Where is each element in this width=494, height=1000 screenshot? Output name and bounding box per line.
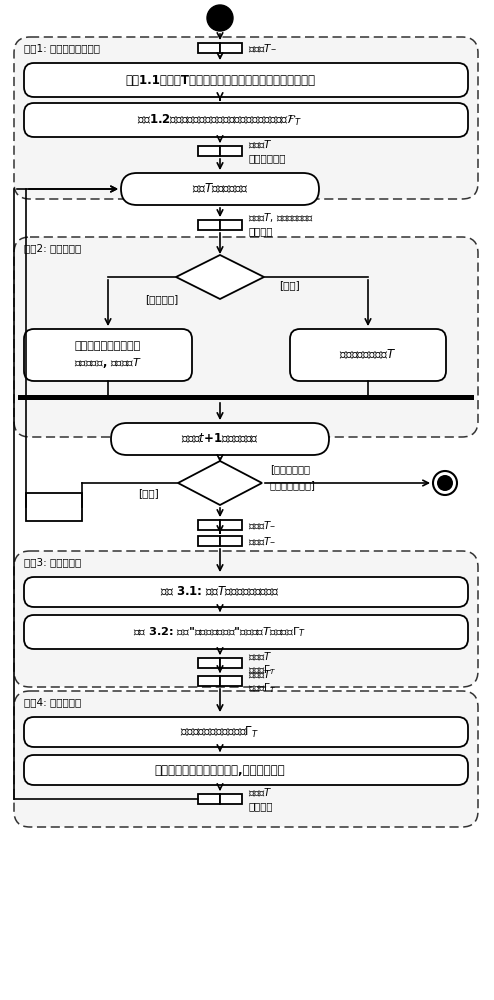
Bar: [220, 520, 242, 530]
Text: 决策表$T$–: 决策表$T$–: [248, 42, 277, 54]
Text: [首次修改]: [首次修改]: [145, 294, 179, 304]
Bar: [198, 520, 220, 530]
Text: 判断$T$是否首次修改: 判断$T$是否首次修改: [192, 182, 248, 196]
Text: 决策表$T$: 决策表$T$: [248, 650, 272, 662]
FancyBboxPatch shape: [24, 103, 468, 137]
Text: 根据决策频率修改$T$: 根据决策频率修改$T$: [339, 348, 397, 362]
FancyBboxPatch shape: [111, 423, 329, 455]
FancyBboxPatch shape: [290, 329, 446, 381]
Text: 步骤 3.2: 基于"决策树选择标准"生成基于$T$的决策树$\mathit{\Gamma}_T$: 步骤 3.2: 基于"决策树选择标准"生成基于$T$的决策树$\mathit{\…: [133, 625, 307, 639]
Text: 根据帕累托最优值计算: 根据帕累托最优值计算: [75, 341, 141, 351]
Text: [计算结果小于: [计算结果小于: [270, 464, 310, 474]
Text: 在信息系统中应用决策树$\mathit{\Gamma}_T$: 在信息系统中应用决策树$\mathit{\Gamma}_T$: [180, 724, 259, 740]
Text: 步骤4: 应用决策树: 步骤4: 应用决策树: [24, 697, 81, 707]
FancyBboxPatch shape: [24, 755, 468, 785]
Circle shape: [433, 471, 457, 495]
Bar: [198, 658, 220, 668]
Text: 步骤1.2：从图的终结点开始，以逐级向上的方式计算$\mathcal{F}_T$: 步骤1.2：从图的终结点开始，以逐级向上的方式计算$\mathcal{F}_T$: [137, 112, 303, 128]
Bar: [220, 43, 242, 53]
Bar: [18, 395, 474, 400]
FancyBboxPatch shape: [24, 577, 468, 607]
Bar: [198, 536, 220, 546]
Text: 决策树$\mathit{\Gamma}_T$: 决策树$\mathit{\Gamma}_T$: [248, 681, 276, 695]
Bar: [198, 146, 220, 156]
Text: 计算第$t$+1次决策变化率: 计算第$t$+1次决策变化率: [181, 432, 259, 446]
Bar: [198, 43, 220, 53]
Text: [否则]: [否则]: [138, 488, 159, 498]
Bar: [220, 658, 242, 668]
Text: 帕累托最优值: 帕累托最优值: [248, 153, 286, 163]
FancyBboxPatch shape: [24, 63, 468, 97]
Bar: [220, 676, 242, 686]
Bar: [220, 220, 242, 230]
FancyBboxPatch shape: [14, 37, 478, 199]
Text: 决策表$T$: 决策表$T$: [248, 138, 273, 150]
Text: 步骤1: 求解帕累托最优值: 步骤1: 求解帕累托最优值: [24, 43, 100, 53]
Bar: [26, 493, 82, 521]
Text: 决策表$T$–: 决策表$T$–: [248, 519, 276, 531]
FancyBboxPatch shape: [14, 237, 478, 437]
Bar: [198, 794, 220, 804]
FancyBboxPatch shape: [14, 551, 478, 687]
Bar: [198, 676, 220, 686]
Text: 决策频率: 决策频率: [248, 801, 273, 811]
FancyBboxPatch shape: [14, 691, 478, 827]
Text: 决策频率: 决策频率: [248, 226, 273, 236]
Text: [否则]: [否则]: [280, 280, 300, 290]
FancyBboxPatch shape: [24, 717, 468, 747]
FancyBboxPatch shape: [121, 173, 319, 205]
Text: 步骤3: 构造决策树: 步骤3: 构造决策树: [24, 557, 81, 567]
Circle shape: [207, 5, 233, 31]
Polygon shape: [178, 461, 262, 505]
Text: 决策表$T$, 帕累托最优值、: 决策表$T$, 帕累托最优值、: [248, 211, 314, 224]
FancyBboxPatch shape: [24, 615, 468, 649]
Bar: [220, 794, 242, 804]
Bar: [220, 146, 242, 156]
Text: 决策表$T$–: 决策表$T$–: [248, 535, 276, 547]
Text: 步骤2: 修改决策表: 步骤2: 修改决策表: [24, 243, 81, 253]
Circle shape: [437, 475, 453, 491]
FancyBboxPatch shape: [24, 329, 192, 381]
Text: 步骤 3.1: 生成$T$的所有非空子决策表: 步骤 3.1: 生成$T$的所有非空子决策表: [160, 585, 280, 599]
Text: 贝叶斯概率, 据此修改$T$: 贝叶斯概率, 据此修改$T$: [74, 356, 142, 370]
Bar: [220, 536, 242, 546]
Text: 决策表$T$: 决策表$T$: [248, 668, 272, 680]
Bar: [198, 220, 220, 230]
Text: 决策变化率阈值]: 决策变化率阈值]: [270, 480, 316, 490]
Text: 回收并分析决策树应用数据,计算决策频率: 回收并分析决策树应用数据,计算决策频率: [155, 764, 286, 776]
Text: 决策表$T$: 决策表$T$: [248, 786, 272, 798]
Polygon shape: [176, 255, 264, 299]
Text: 决策树$\mathit{\Gamma}_T$: 决策树$\mathit{\Gamma}_T$: [248, 663, 276, 677]
Text: 步骤1.1：以从T开始并逐级向下的方式生成有向非循环图: 步骤1.1：以从T开始并逐级向下的方式生成有向非循环图: [125, 74, 315, 87]
